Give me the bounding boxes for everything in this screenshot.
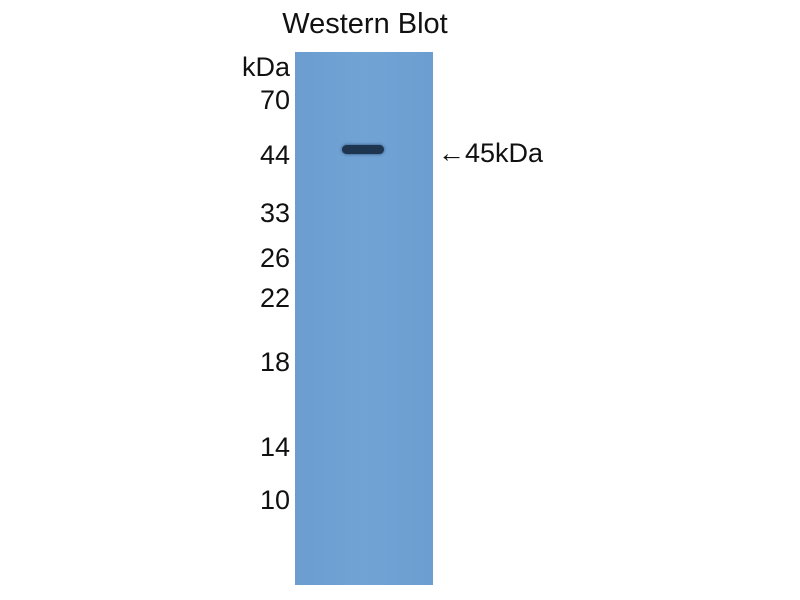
marker-14: 14	[259, 432, 290, 462]
unit-label: kDa	[241, 52, 290, 82]
blot-lane	[295, 52, 433, 585]
band-annotation: ←45kDa	[438, 138, 544, 168]
marker-10: 10	[259, 485, 290, 515]
marker-26: 26	[259, 243, 290, 273]
figure-title: Western Blot	[282, 8, 448, 40]
marker-22: 22	[259, 283, 290, 313]
marker-44: 44	[259, 140, 290, 170]
protein-band	[342, 145, 384, 154]
marker-70: 70	[259, 85, 290, 115]
marker-33: 33	[259, 198, 290, 228]
marker-18: 18	[259, 347, 290, 377]
